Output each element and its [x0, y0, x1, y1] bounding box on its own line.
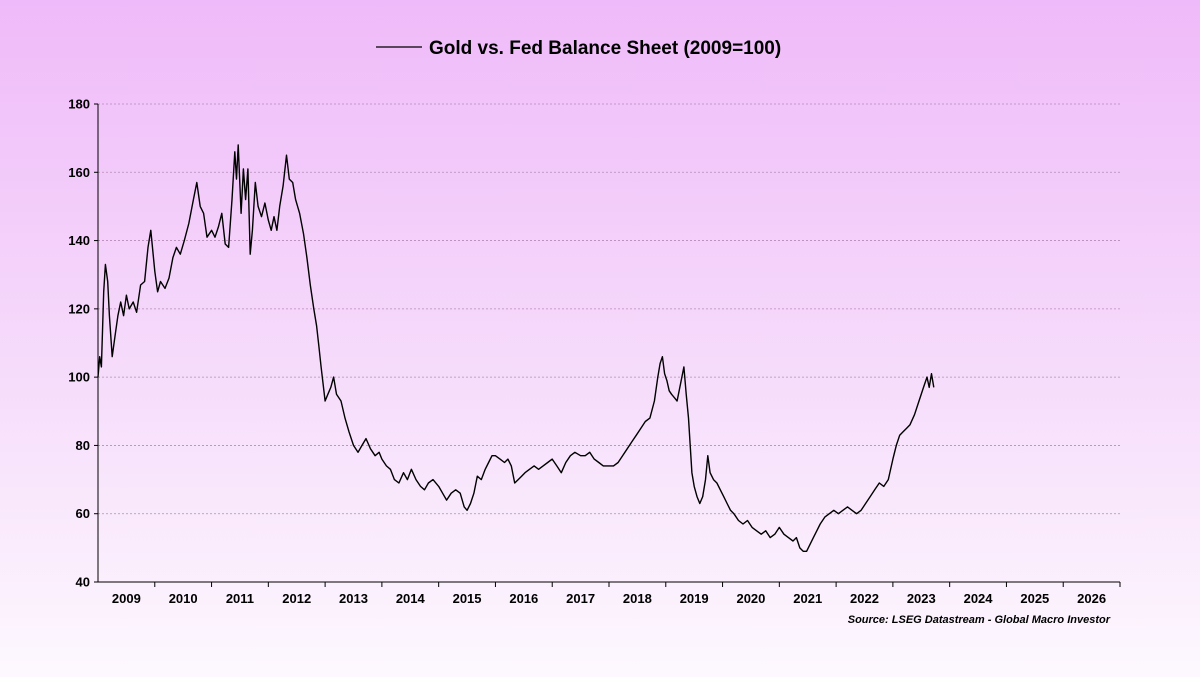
x-axis-ticks: 2009 2010 2011 2012 2013 2014 2015 2016 2017 2018… [112, 582, 1121, 606]
x-tick-label: 2022 [850, 591, 879, 606]
x-tick-label: 2018 [623, 591, 652, 606]
x-tick-label: 2021 [793, 591, 822, 606]
x-tick-label: 2024 [964, 591, 994, 606]
x-tick-label: 2017 [566, 591, 595, 606]
x-tick-label: 2020 [736, 591, 765, 606]
gridlines [98, 103, 1120, 515]
series-layer [97, 144, 935, 552]
axes [97, 104, 1120, 583]
x-tick-label: 2015 [453, 591, 482, 606]
y-tick-label: 120 [68, 301, 90, 316]
y-tick-label: 160 [68, 165, 90, 180]
x-tick-label: 2025 [1020, 591, 1049, 606]
series-line [97, 144, 935, 552]
legend-label: Gold vs. Fed Balance Sheet (2009=100) [429, 38, 781, 59]
x-tick-label: 2009 [112, 591, 141, 606]
x-tick-label: 2011 [226, 591, 254, 606]
source-note: Source: LSEG Datastream - Global Macro I… [848, 614, 1111, 626]
y-tick-label: 140 [68, 233, 90, 248]
x-tick-label: 2012 [282, 591, 311, 606]
y-tick-label: 40 [76, 575, 90, 590]
x-tick-label: 2014 [396, 591, 426, 606]
y-tick-label: 80 [76, 438, 90, 453]
x-tick-label: 2019 [680, 591, 709, 606]
x-tick-label: 2026 [1077, 591, 1106, 606]
y-tick-label: 100 [68, 370, 90, 385]
x-tick-label: 2023 [907, 591, 936, 606]
x-tick-label: 2010 [169, 591, 198, 606]
legend: Gold vs. Fed Balance Sheet (2009=100) [376, 38, 781, 59]
x-tick-label: 2013 [339, 591, 368, 606]
y-axis-ticks: 40 60 80 100 120 140 160 180 [68, 97, 98, 590]
y-tick-label: 60 [76, 506, 90, 521]
y-tick-label: 180 [68, 97, 90, 112]
x-tick-label: 2016 [509, 591, 538, 606]
